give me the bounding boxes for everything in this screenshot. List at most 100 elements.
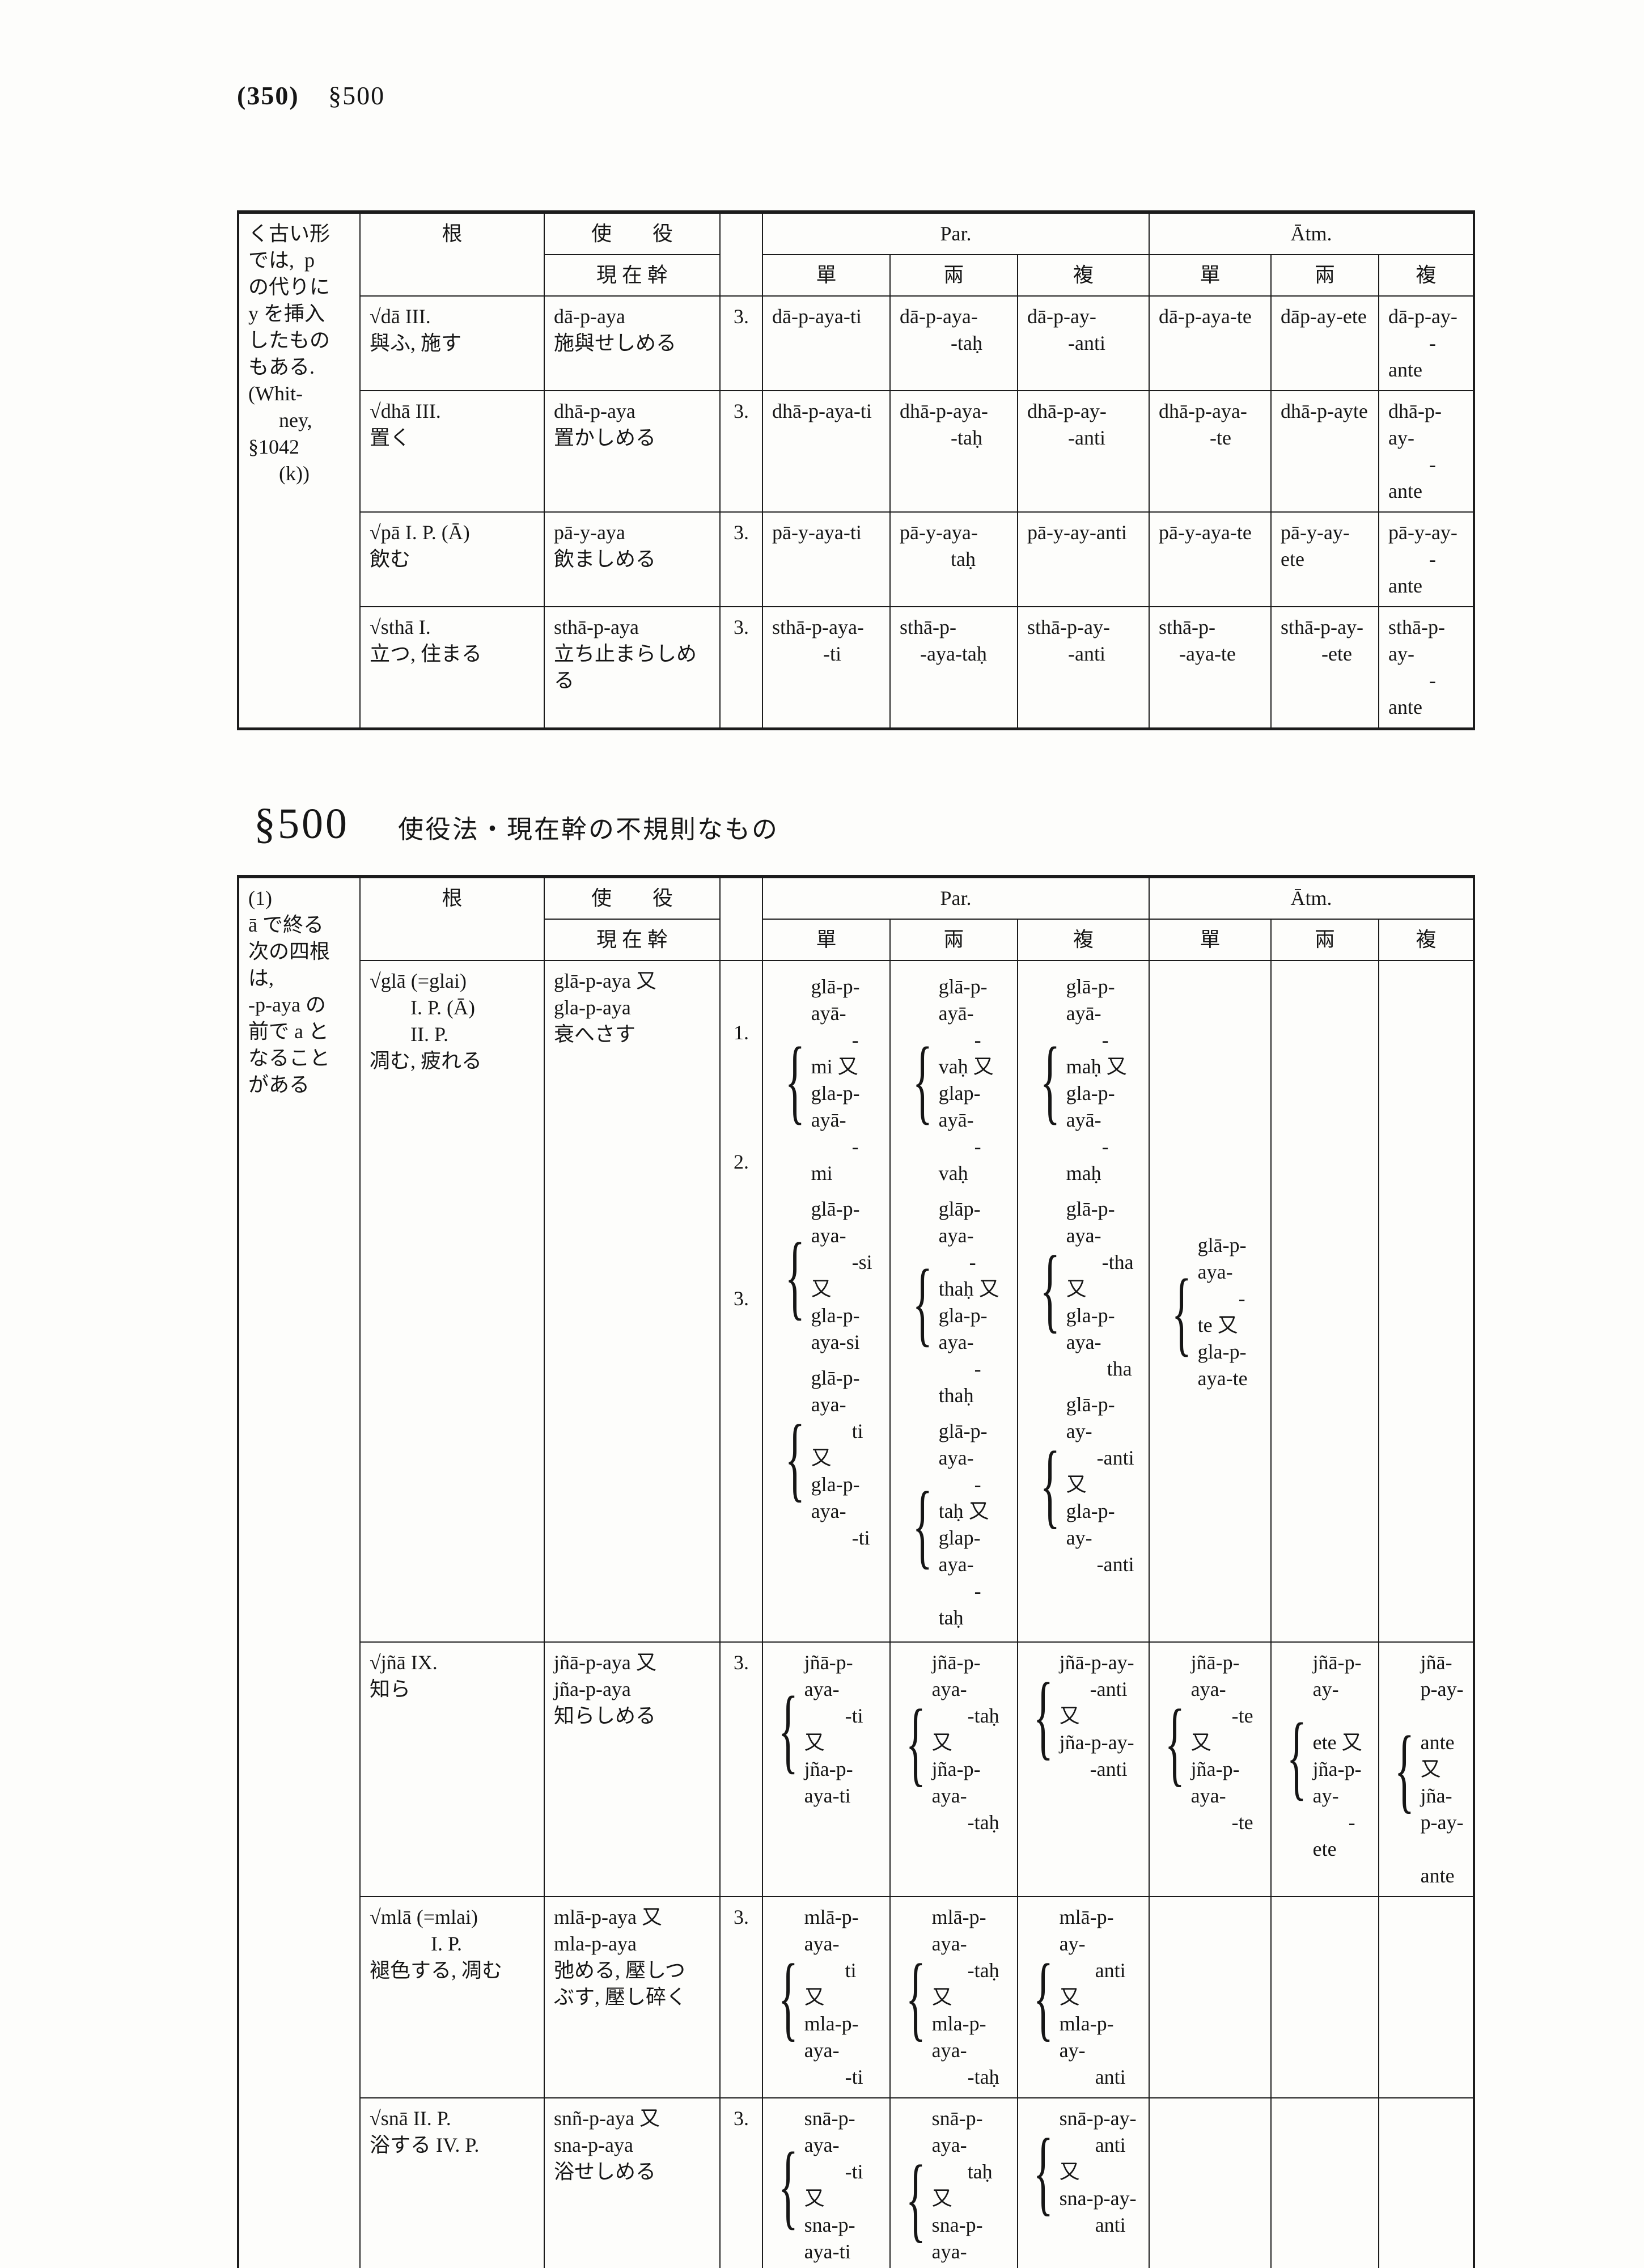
header-parasmaipada: Par. (762, 211, 1150, 255)
brace-icon: { (905, 1690, 926, 1796)
page-folio: (350) §500 (237, 81, 1478, 111)
form-alternatives: jñā-p-ay- -anti 又 jña-p-ay- -anti (1059, 1651, 1134, 1780)
stem-cell: snñ-p-aya 又 sna-p-aya 浴せしめる (544, 2097, 721, 2268)
header-par-singular: 單 (762, 254, 891, 297)
form-alternatives: glā-p-ay- -anti 又 gla-p-ay- -anti (1066, 1393, 1134, 1576)
root-cell: √dhā III. 置く (359, 390, 545, 513)
stem-cell: glā-p-aya 又 gla-p-aya 衰へさす (544, 960, 721, 1643)
form-alternatives: glā-p-aya- ti 又 gla-p-aya- -ti (811, 1366, 870, 1549)
form-alternatives: jñā-p-aya- -ti 又 jña-p-aya-ti (804, 1651, 863, 1807)
table-paya-causatives: く古い形 では, p の代りに y を挿入 したもの もある. (Whit- n… (237, 210, 1476, 730)
person-number-cell: 3. (719, 511, 763, 607)
form-par-du-cell: {jñā-p-aya- -taḥ 又 jña-p-aya- -taḥ (889, 1641, 1018, 1897)
form-atm-pl-cell: {jñā-p-ay- ante 又 jña-p-ay- ante (1378, 1641, 1475, 1897)
form-alternatives: jñā-p-ay- ete 又 jña-p-ay- -ete (1312, 1651, 1362, 1860)
header-person-col (719, 211, 763, 297)
brace-icon: { (785, 1405, 805, 1511)
header-atmanepada: Ātm. (1148, 876, 1475, 920)
form-alternatives: jñā-p-aya- -taḥ 又 jña-p-aya- -taḥ (931, 1651, 999, 1834)
header-atm-plural: 複 (1378, 919, 1475, 961)
brace-icon: { (1171, 1259, 1192, 1365)
form-par-du-cell: {snā-p-aya- taḥ 又 sna-p-aya- -taḥ (889, 2097, 1018, 2268)
form-atm-sg-cell: dā-p-aya-te (1149, 295, 1272, 391)
person-3: 3. (734, 1287, 749, 1310)
brace-icon: { (912, 1249, 933, 1356)
form-par-du-cell: dhā-p-aya- -taḥ (889, 390, 1018, 513)
stem-cell: dhā-p-aya 置かしめる (544, 390, 721, 513)
form-atm-sg-cell (1149, 1896, 1272, 2098)
brace-icon: { (1164, 1690, 1185, 1796)
heading-number: §500 (254, 800, 349, 848)
table-irregular-a-roots: (1) ā で終る 次の四根 は, -p-aya の 前で a と なること が… (237, 875, 1476, 2268)
section-ref: §500 (328, 81, 385, 110)
form-atm-sg-cell: dhā-p-aya- -te (1149, 390, 1272, 513)
form-par-sg-cell: {snā-p-aya- -ti 又 sna-p-aya-ti (762, 2097, 891, 2268)
form-alternatives: jñā-p-aya- -te 又 jña-p-aya- -te (1190, 1651, 1253, 1834)
form-atm-pl-cell: sthā-p-ay- -ante (1378, 606, 1475, 730)
form-par-sg-cell: {glā-p-ayā- -mi 又 gla-p-ayā- -mi {glā-p-… (762, 960, 891, 1643)
form-alternatives: glāp-aya- -thaḥ 又 gla-p-aya- -thaḥ (938, 1198, 999, 1407)
form-alternatives: glā-p-aya- -si 又 gla-p-aya-si (811, 1198, 872, 1353)
person-1: 1. (734, 1021, 749, 1044)
person-number-cell: 3. (719, 2097, 763, 2268)
person-number-cell: 3. (719, 1896, 763, 2098)
margin-note: (1) ā で終る 次の四根 は, -p-aya の 前で a と なること が… (238, 876, 361, 2268)
header-atm-dual: 兩 (1270, 254, 1379, 297)
form-par-sg-cell: dā-p-aya-ti (762, 295, 891, 391)
form-atm-pl-cell (1378, 960, 1475, 1643)
brace-icon: { (912, 1027, 933, 1133)
form-atm-du-cell (1270, 1896, 1379, 2098)
form-par-pl-cell: pā-y-ay-anti (1017, 511, 1150, 607)
person-number-cell: 1. 2. 3. (719, 960, 763, 1643)
header-atm-singular: 單 (1149, 919, 1272, 961)
header-atmanepada: Ātm. (1148, 211, 1475, 255)
brace-icon: { (912, 1471, 933, 1578)
form-alternatives: jñā-p-ay- ante 又 jña-p-ay- ante (1420, 1651, 1464, 1887)
form-par-du-cell: {mlā-p-aya- -taḥ 又 mla-p-aya- -taḥ (889, 1896, 1018, 2098)
heading-title: 使役法・現在幹の不規則なもの (398, 815, 779, 844)
form-atm-du-cell: {jñā-p-ay- ete 又 jña-p-ay- -ete (1270, 1641, 1379, 1897)
stem-cell: dā-p-aya 施與せしめる (544, 295, 721, 391)
root-cell: √mlā (=mlai) I. P. 褪色する, 凋む (359, 1896, 545, 2098)
form-atm-du-cell: dāp-ay-ete (1270, 295, 1379, 391)
form-atm-du-cell: pā-y-ay-ete (1270, 511, 1379, 607)
brace-icon: { (785, 1222, 805, 1329)
form-atm-du-cell: sthā-p-ay- -ete (1270, 606, 1379, 730)
header-par-dual: 兩 (889, 254, 1018, 297)
form-par-du-cell: {glā-p-ayā- -vaḥ 又 glap-ayā- -vaḥ {glāp-… (889, 960, 1018, 1643)
brace-icon: { (905, 1944, 926, 2050)
brace-icon: { (1286, 1703, 1307, 1809)
brace-icon: { (1394, 1716, 1414, 1822)
person-number-cell: 3. (719, 295, 763, 391)
header-par-plural: 複 (1017, 254, 1150, 297)
form-alternatives: glā-p-ayā- -vaḥ 又 glap-ayā- -vaḥ (938, 975, 994, 1184)
row-sna: √snā II. P. 浴する IV. P. snñ-p-aya 又 sna-p… (238, 2097, 1475, 2268)
form-alternatives: mlā-p-aya- -taḥ 又 mla-p-aya- -taḥ (931, 1906, 999, 2088)
form-par-sg-cell: {mlā-p-aya- ti 又 mla-p-aya- -ti (762, 1896, 891, 2098)
brace-icon: { (905, 2146, 926, 2252)
form-atm-pl-cell: dhā-p-ay- -ante (1378, 390, 1475, 513)
form-alternatives: mlā-p-ay- anti 又 mla-p-ay- anti (1059, 1906, 1126, 2088)
form-alternatives: glā-p-aya- -tha 又 gla-p-aya- tha (1066, 1198, 1134, 1380)
root-cell: √snā II. P. 浴する IV. P. (359, 2097, 545, 2268)
brace-icon: { (1033, 1944, 1053, 2050)
form-atm-pl-cell (1378, 2097, 1475, 2268)
form-par-sg-cell: {jñā-p-aya- -ti 又 jña-p-aya-ti (762, 1641, 891, 1897)
form-par-du-cell: sthā-p- -aya-taḥ (889, 606, 1018, 730)
form-atm-sg-cell (1149, 2097, 1272, 2268)
brace-icon: { (1033, 1663, 1053, 1769)
form-alternatives: glā-p-ayā- -maḥ 又 gla-p-ayā- -maḥ (1066, 975, 1127, 1184)
margin-note: く古い形 では, p の代りに y を挿入 したもの もある. (Whit- n… (238, 211, 361, 730)
header-atm-plural: 複 (1378, 254, 1475, 297)
header-par-dual: 兩 (889, 919, 1018, 961)
header-causative: 使 役 (544, 876, 721, 920)
form-atm-pl-cell (1378, 1896, 1475, 2098)
form-par-pl-cell: {jñā-p-ay- -anti 又 jña-p-ay- -anti (1017, 1641, 1150, 1897)
stem-cell: pā-y-aya 飲ましめる (544, 511, 721, 607)
form-par-sg-cell: pā-y-aya-ti (762, 511, 891, 607)
stem-cell: mlā-p-aya 又 mla-p-aya 弛める, 壓しつ ぶす, 壓し碎く (544, 1896, 721, 2098)
form-alternatives: snā-p-aya- -ti 又 sna-p-aya-ti (804, 2107, 863, 2263)
brace-icon: { (785, 1027, 805, 1133)
brace-icon: { (1040, 1432, 1060, 1538)
